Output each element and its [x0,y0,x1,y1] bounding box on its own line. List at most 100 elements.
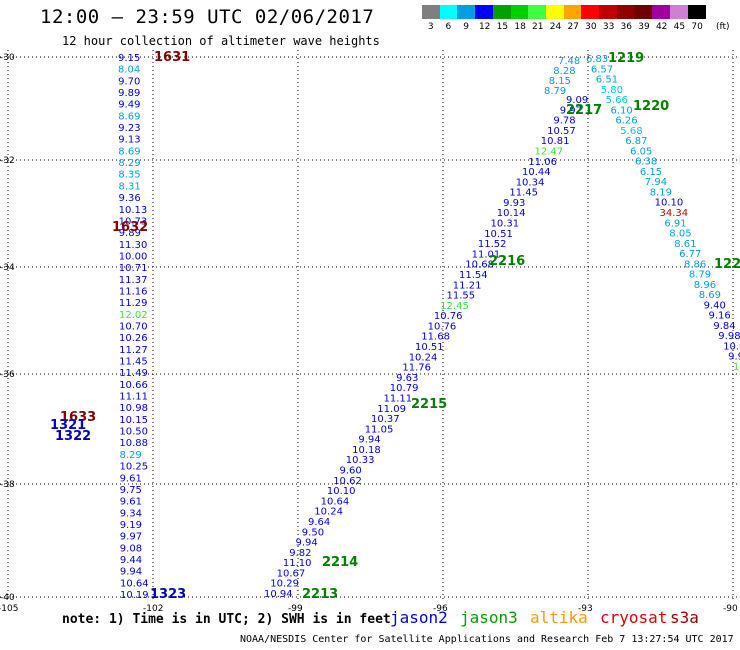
pass-id-label: 1322 [55,429,91,444]
satellite-altika: altika [530,608,588,627]
pass-id-label: 2213 [302,587,338,602]
wave-height-value: 9.97 [120,532,142,543]
wave-height-value: 10.24 [314,507,343,518]
legend-swatch [581,5,600,19]
wave-height-value: 10.64 [120,578,149,589]
wave-height-value: 6.51 [596,75,618,86]
wave-height-value: 5.66 [606,95,628,106]
wave-height-value: 11.54 [459,270,488,281]
wave-height-value: 8.29 [118,158,140,169]
wave-height-value: 8.61 [674,239,696,250]
lon-tick-label: -93 [578,604,593,614]
pass-id-label: 1633 [60,410,96,425]
pass-id-label: 1219 [608,51,644,66]
wave-height-value: 6.26 [615,116,637,127]
wave-height-value: 8.29 [120,450,142,461]
legend-swatch [545,5,564,19]
wave-height-value: 8.28 [553,66,575,77]
legend-swatch [439,5,458,19]
legend-label: 42 [655,22,668,32]
wave-height-value: 8.31 [119,181,141,192]
legend-swatch [599,5,617,19]
lon-tick-label: -90 [723,604,738,614]
satellite-cryosat: cryosat [600,608,668,627]
wave-height-value: 9.63 [396,373,418,384]
wave-height-value: 10.51 [484,229,513,240]
wave-height-value: 9.23 [118,123,140,134]
wave-height-value: 9.09 [566,95,588,106]
wave-height-value: 10.14 [497,208,526,219]
legend-label: 12 [478,22,491,32]
wave-height-value: 11.29 [119,298,148,309]
wave-height-value: 8.15 [549,76,571,87]
wave-height-value: 10.34 [516,177,545,188]
wave-height-value: 9.16 [709,311,731,322]
legend-label: 15 [496,22,509,32]
legend-label: 33 [602,22,615,32]
pass-id-label: 1220 [633,99,669,114]
wave-height-value: 9.40 [704,300,726,311]
wave-height-value: 9.08 [120,543,142,554]
wave-height-value: 10.62 [333,476,362,487]
legend-label: 39 [638,22,650,32]
wave-height-value: 8.79 [544,86,566,97]
wave-height-value: 9.19 [120,520,142,531]
wave-height-value: 9.60 [340,466,362,477]
wave-height-value: 9.98 [718,331,740,342]
wave-height-value: 6.87 [625,136,647,147]
wave-height-value: 11.16 [119,287,148,298]
wave-height-value: 10.50 [119,427,148,438]
legend-label: 45 [673,22,686,32]
pass-id-label: 1323 [150,587,186,602]
wave-height-value: 10.71 [119,263,148,274]
legend-label: 9 [463,22,469,32]
lat-tick-label: -36 [0,370,15,380]
lat-tick-label: -30 [0,53,15,63]
wave-height-value: 5.80 [601,85,623,96]
wave-height-value: 9.9 [728,352,740,363]
wave-height-value: 9.78 [553,116,575,127]
wave-height-value: 10.13 [119,205,148,216]
wave-height-value: 10.64 [321,496,350,507]
page-subtitle: 12 hour collection of altimeter wave hei… [62,34,380,48]
wave-height-value: 9.44 [120,555,142,566]
legend-swatch [475,5,494,19]
wave-height-value: 6.77 [679,249,701,260]
satellite-jason2: jason2 [390,608,448,627]
lat-tick-label: -40 [0,593,15,603]
wave-height-value: 10.44 [522,167,551,178]
wave-height-value: 11.27 [119,345,148,356]
wave-height-value: 9.64 [308,517,330,528]
wave-height-value: 10.88 [119,438,148,449]
wave-height-value: 11.68 [421,332,450,343]
legend-label: 3 [427,22,434,32]
legend-swatch [634,5,653,19]
wave-height-value: 10.68 [465,260,494,271]
wave-height-value: 9.61 [120,473,142,484]
legend-label: 70 [691,22,703,32]
wave-height-value: 11.06 [528,157,557,168]
wave-height-value: 11.30 [119,240,148,251]
wave-height-value: 8.86 [684,259,706,270]
legend-label: 6 [445,22,452,32]
pass-id-label: 1321 [50,418,86,433]
wave-height-value: 9.84 [713,321,735,332]
wave-height-value: 6.38 [635,157,657,168]
wave-height-value: 10.29 [270,579,299,590]
wave-height-value: 9.15 [118,53,140,64]
wave-height-value: 7.48 [558,56,580,67]
legend-swatch [457,5,476,19]
satellite-s3a: s3a [670,608,699,627]
wave-height-value: 10.10 [655,198,684,209]
wave-height-value: 11.37 [119,275,148,286]
wave-height-value: 11.05 [365,424,394,435]
wave-height-value: 11.55 [447,291,476,302]
wave-height-value: 8.79 [689,270,711,281]
pass-id-label: 2215 [411,397,447,412]
wave-height-value: 9.13 [118,135,140,146]
wave-height-value: 10.51 [415,342,444,353]
legend-swatch [492,5,511,19]
wave-height-value: 9.89 [118,88,140,99]
wave-height-value: 9.50 [302,527,324,538]
